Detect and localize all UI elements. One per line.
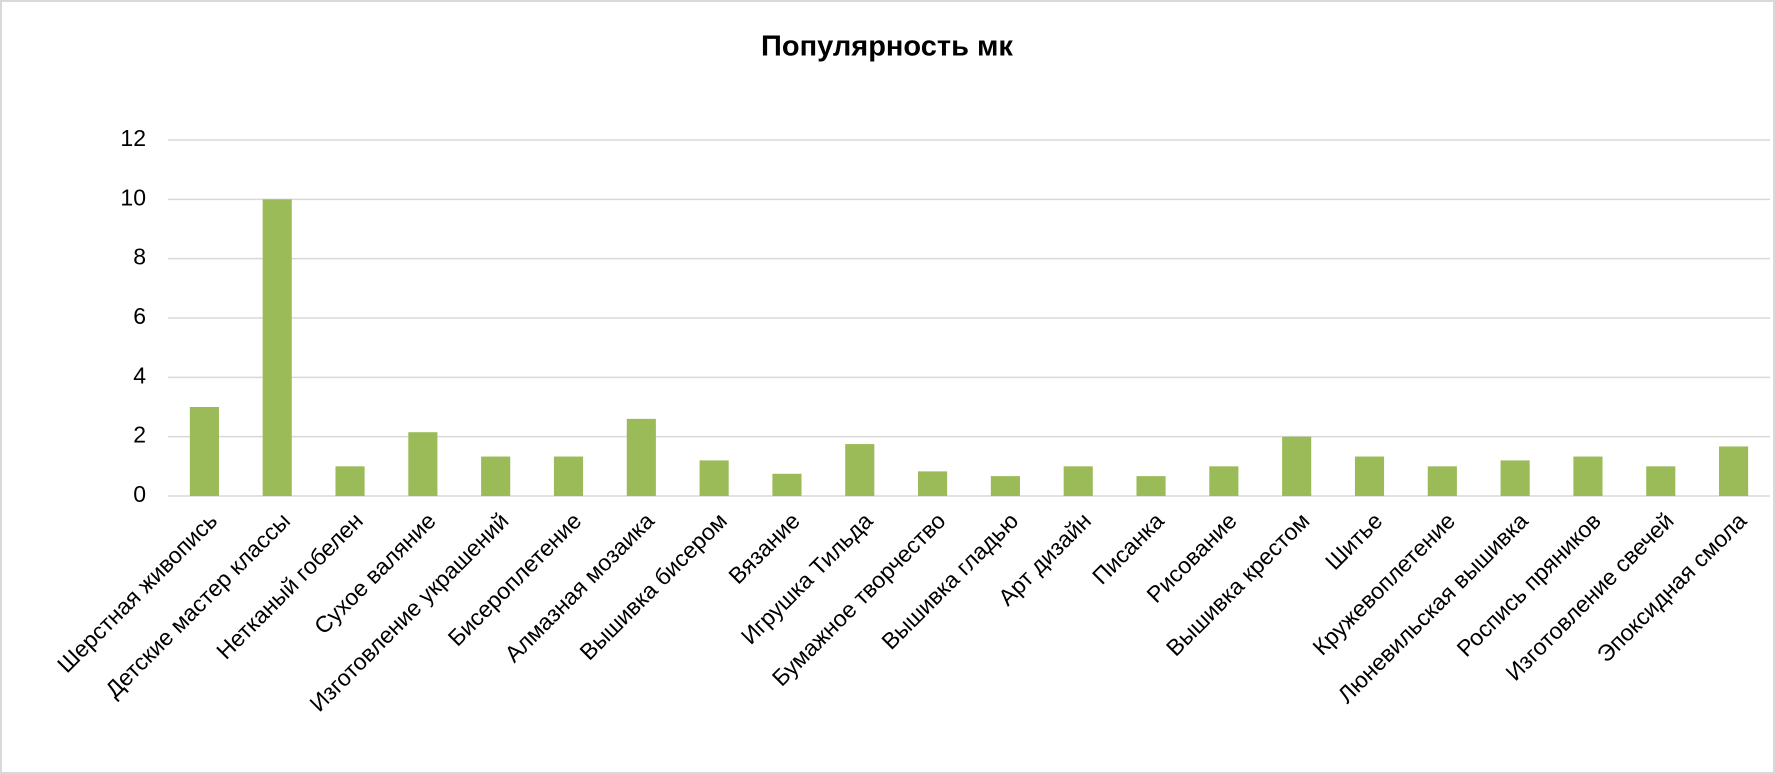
bar bbox=[408, 432, 438, 496]
bar bbox=[990, 476, 1020, 496]
bar bbox=[481, 456, 511, 496]
y-tick-label: 6 bbox=[133, 303, 146, 329]
bar bbox=[335, 466, 365, 496]
bar bbox=[699, 460, 729, 496]
bar bbox=[553, 456, 584, 496]
y-tick-label: 10 bbox=[120, 184, 146, 210]
bar bbox=[1427, 466, 1457, 496]
bar bbox=[189, 407, 219, 496]
bar bbox=[1354, 456, 1385, 496]
y-tick-label: 12 bbox=[120, 125, 146, 151]
bar bbox=[1646, 466, 1676, 496]
bar bbox=[1719, 446, 1749, 496]
y-tick-label: 0 bbox=[133, 481, 146, 507]
bar bbox=[1500, 460, 1530, 496]
bar bbox=[1209, 466, 1239, 496]
bar bbox=[1063, 466, 1093, 496]
y-tick-label: 2 bbox=[133, 422, 146, 448]
bar bbox=[262, 199, 292, 497]
bar bbox=[772, 473, 802, 496]
bar bbox=[845, 444, 875, 496]
y-tick-label: 4 bbox=[133, 362, 146, 388]
bar bbox=[1136, 476, 1166, 496]
bar bbox=[1282, 436, 1312, 496]
bar bbox=[1573, 456, 1603, 496]
chart-title: Популярность мк bbox=[761, 31, 1013, 63]
bar bbox=[626, 418, 656, 496]
bar bbox=[918, 471, 948, 496]
y-tick-label: 8 bbox=[133, 244, 146, 270]
